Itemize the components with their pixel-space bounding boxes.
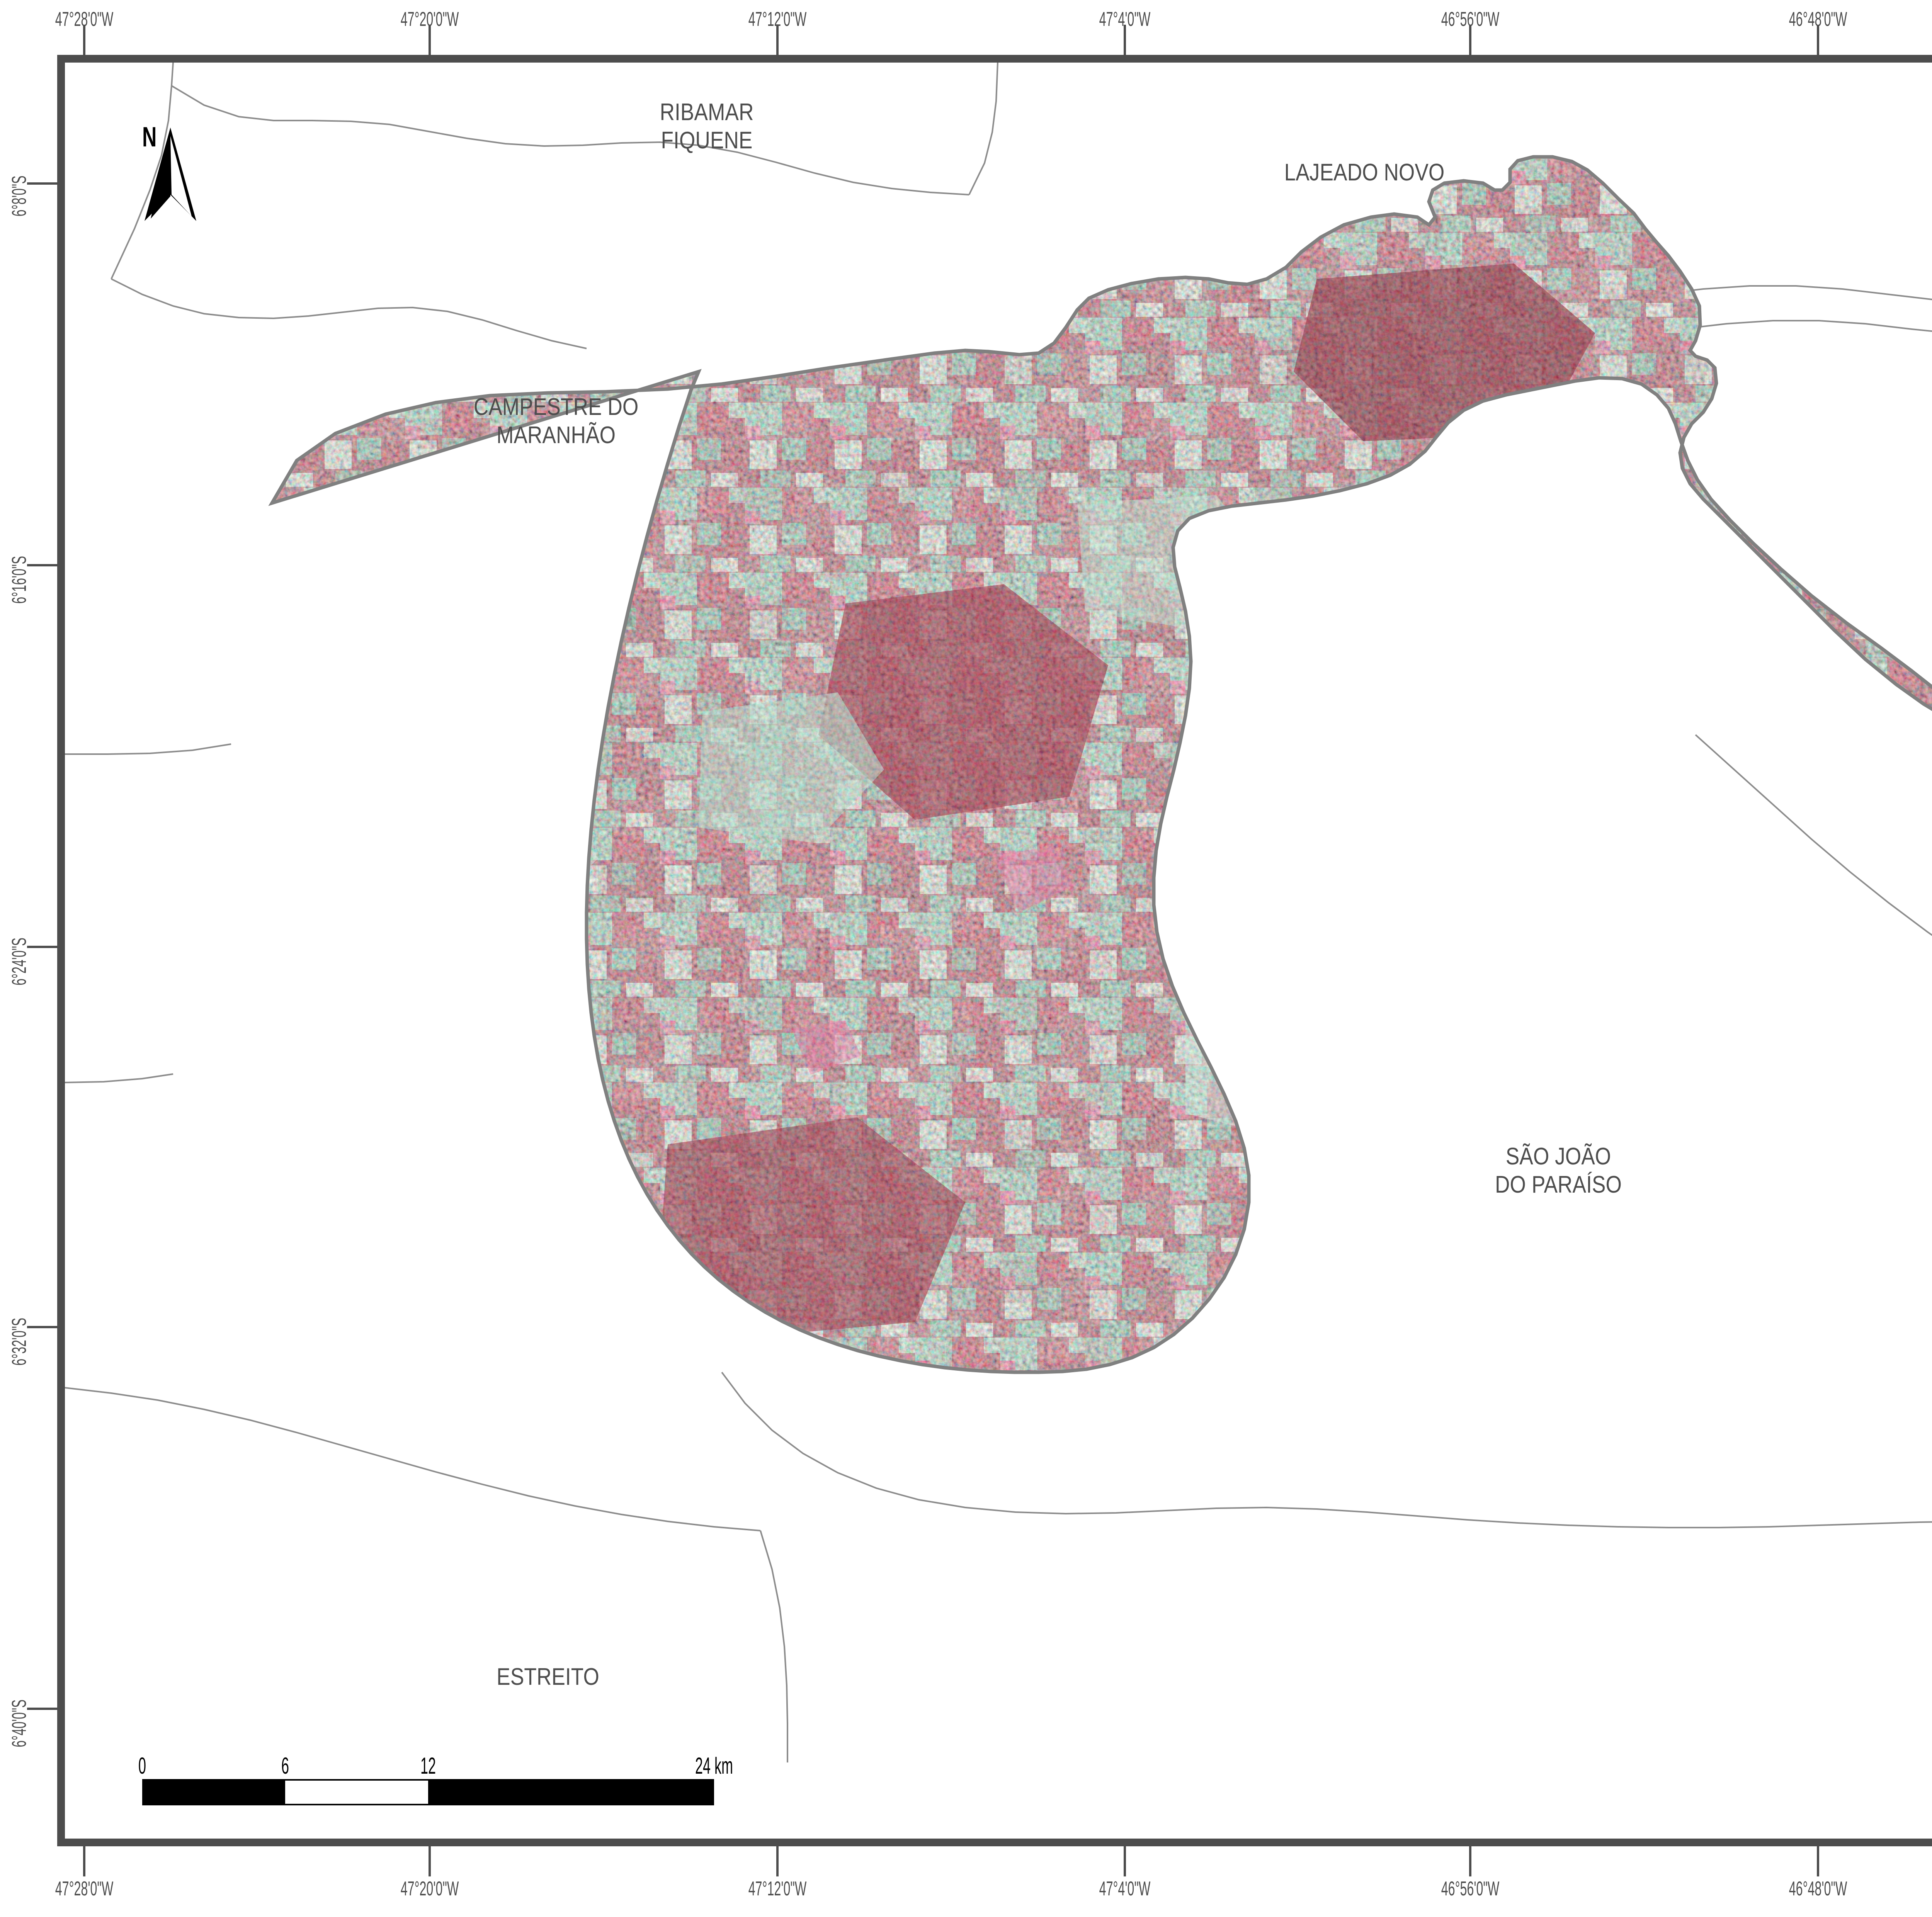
neighbour-boundaries <box>65 63 1932 1762</box>
city-label-2: CAMPESTRE DO MARANHÃO <box>473 394 639 449</box>
graticule-tick-bottom-0 <box>83 1846 85 1876</box>
graticule-tick-top-3 <box>1124 25 1126 56</box>
scale-bar-segments <box>142 1779 714 1805</box>
graticule-tick-bottom-5 <box>1817 1846 1820 1876</box>
scale-bar: 0 6 12 24 km <box>138 1752 784 1805</box>
longitude-label-top-1: 47°20'0"W <box>400 8 459 31</box>
latitude-label-3: 6°32'0"S <box>8 1318 31 1366</box>
scale-tick-0: 0 <box>138 1753 146 1779</box>
latitude-label-4: 6°40'0"S <box>8 1699 31 1748</box>
scale-bar-numbers: 0 6 12 24 km <box>138 1752 784 1779</box>
longitude-label-top-3: 47°4'0"W <box>1099 8 1151 31</box>
longitude-label-bottom-1: 47°20'0"W <box>400 1878 459 1900</box>
latitude-label-1: 6°16'0"S <box>8 556 31 604</box>
city-label-4: ESTREITO <box>497 1663 599 1690</box>
graticule-tick-left-1 <box>27 564 58 566</box>
longitude-label-top-2: 47°12'0"W <box>748 8 806 31</box>
graticule-tick-left-4 <box>27 1708 58 1710</box>
main-map-frame[interactable]: N RIBAMAR FIQUENE LAJEADO NOVO CAMPESTRE D… <box>57 55 1932 1846</box>
graticule-tick-left-2 <box>27 946 58 948</box>
graticule-tick-top-4 <box>1469 25 1472 56</box>
graticule-tick-top-2 <box>776 25 779 56</box>
north-label: N <box>142 122 157 153</box>
longitude-label-top-5: 46°48'0"W <box>1789 8 1847 31</box>
city-label-3: SÃO JOÃO DO PARAÍSO <box>1495 1143 1622 1198</box>
longitude-label-bottom-3: 47°4'0"W <box>1099 1878 1151 1900</box>
graticule-tick-bottom-3 <box>1124 1846 1126 1876</box>
graticule-tick-bottom-1 <box>429 1846 431 1876</box>
map-canvas <box>65 63 1932 1839</box>
north-arrow-icon <box>145 127 196 221</box>
longitude-label-bottom-4: 46°56'0"W <box>1441 1878 1500 1900</box>
graticule-tick-top-0 <box>83 25 85 56</box>
latitude-label-0: 6°8'0"S <box>8 175 31 216</box>
longitude-label-bottom-5: 46°48'0"W <box>1789 1878 1847 1900</box>
graticule-tick-top-1 <box>429 25 431 56</box>
scale-tick-3: 24 km <box>695 1753 733 1779</box>
longitude-label-bottom-0: 47°28'0"W <box>55 1878 113 1900</box>
city-label-1: LAJEADO NOVO <box>1284 159 1445 186</box>
graticule-tick-bottom-2 <box>776 1846 779 1876</box>
graticule-tick-left-0 <box>27 182 58 185</box>
scale-tick-1: 6 <box>281 1753 289 1779</box>
latitude-label-2: 6°24'0"S <box>8 938 31 986</box>
graticule-tick-left-3 <box>27 1326 58 1329</box>
graticule-tick-top-5 <box>1817 25 1820 56</box>
longitude-label-top-0: 47°28'0"W <box>55 8 113 31</box>
scale-tick-2: 12 <box>420 1753 436 1779</box>
graticule-tick-bottom-4 <box>1469 1846 1472 1876</box>
longitude-label-top-4: 46°56'0"W <box>1441 8 1500 31</box>
city-label-0: RIBAMAR FIQUENE <box>660 99 753 154</box>
municipality-outline <box>268 155 1932 1374</box>
longitude-label-bottom-2: 47°12'0"W <box>748 1878 806 1900</box>
